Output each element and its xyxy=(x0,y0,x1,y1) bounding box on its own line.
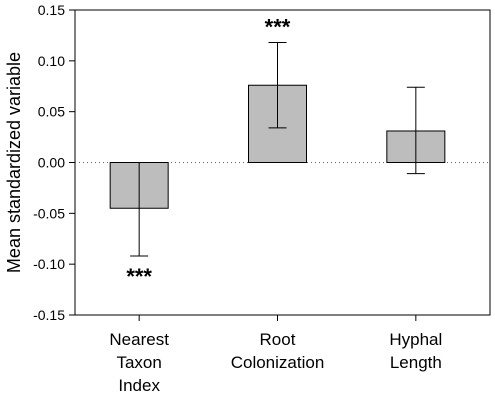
y-tick-label: -0.10 xyxy=(33,256,65,272)
y-axis-title: Mean standardized variable xyxy=(4,52,24,273)
x-category-label-line: Colonization xyxy=(231,353,325,372)
y-axis: -0.15 -0.10 -0.05 0.00 0.05 0.10 0.15 xyxy=(33,2,75,323)
significance-label: *** xyxy=(265,15,291,40)
y-tick-label: 0.00 xyxy=(38,155,65,171)
x-category-label-line: Index xyxy=(118,376,160,395)
significance-label: *** xyxy=(126,264,152,289)
x-category-label: Hyphal Length xyxy=(389,330,442,372)
error-bars-group xyxy=(130,42,425,257)
x-category-label: Nearest Taxon Index xyxy=(109,330,169,395)
x-category-label-line: Hyphal xyxy=(389,330,442,349)
y-tick-label: -0.15 xyxy=(33,307,65,323)
significance-markers: *** *** xyxy=(126,15,291,289)
y-tick-label: 0.15 xyxy=(38,2,65,18)
y-tick-label: 0.10 xyxy=(38,53,65,69)
y-tick-label: 0.05 xyxy=(38,104,65,120)
x-category-label-line: Nearest xyxy=(109,330,169,349)
x-category-label-line: Length xyxy=(390,353,442,372)
x-category-label-line: Taxon xyxy=(116,353,161,372)
x-category-label-line: Root xyxy=(260,330,296,349)
x-axis: Nearest Taxon Index Root Colonization Hyphal L… xyxy=(109,315,442,395)
y-tick-label: -0.05 xyxy=(33,205,65,221)
x-category-label: Root Colonization xyxy=(231,330,325,372)
